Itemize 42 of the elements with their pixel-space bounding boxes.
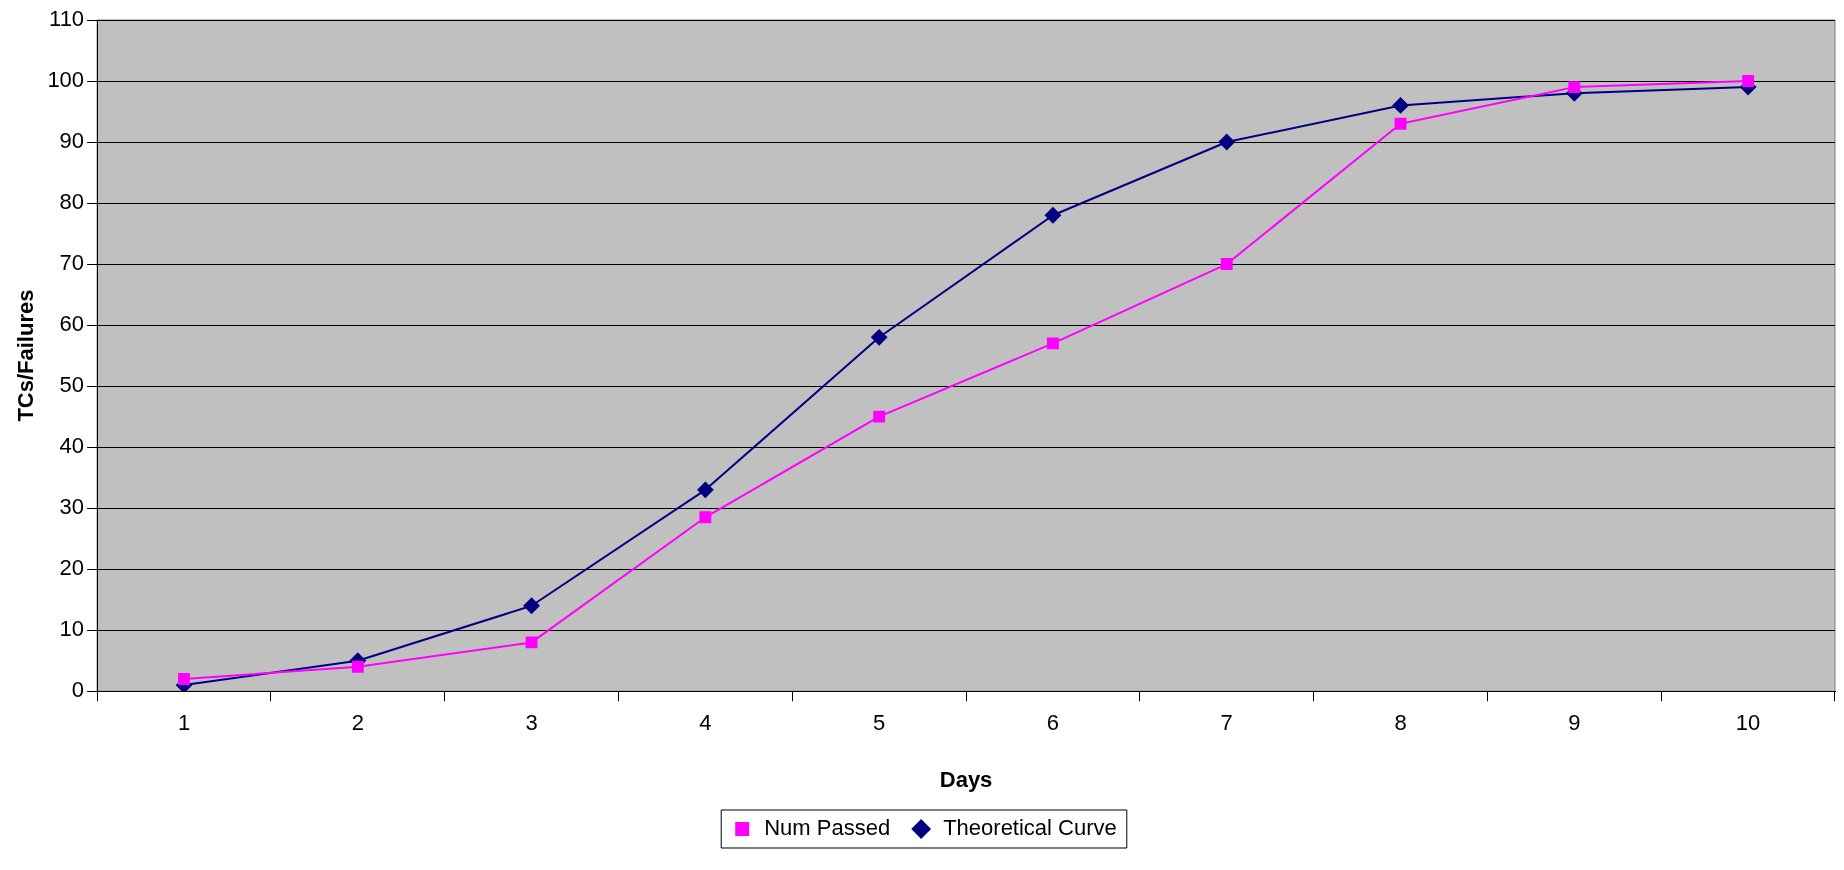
x-tick-label: 4	[699, 710, 712, 736]
x-tick-label: 7	[1220, 710, 1233, 736]
x-tick-label: 9	[1568, 710, 1581, 736]
point	[1568, 81, 1581, 94]
point	[1220, 258, 1233, 271]
legend-label: Num Passed	[764, 815, 891, 841]
y-tick-label: 80	[59, 189, 85, 215]
x-tick-label: 3	[525, 710, 538, 736]
point	[1218, 134, 1235, 151]
y-tick-label: 90	[59, 128, 85, 154]
y-tick-label: 0	[71, 677, 85, 703]
x-tick-label: 2	[351, 710, 364, 736]
point	[1047, 337, 1059, 350]
point	[525, 636, 538, 649]
x-tick-label: 6	[1046, 710, 1060, 736]
point	[699, 511, 712, 524]
x-tick-label: 1	[177, 710, 191, 736]
y-tick-label: 40	[59, 433, 85, 459]
y-tick-label: 30	[59, 494, 85, 520]
point	[1392, 97, 1409, 114]
point	[351, 660, 364, 673]
point	[178, 673, 190, 685]
y-axis-title: TCs/Failures	[13, 289, 39, 422]
y-tick-label: 10	[59, 616, 85, 642]
x-tick-label: 10	[1735, 710, 1761, 736]
point	[871, 329, 888, 346]
y-tick-label: 110	[49, 6, 85, 32]
x-axis-title: Days	[939, 766, 993, 792]
y-tick-label: 70	[59, 250, 85, 276]
point	[523, 597, 540, 614]
point	[1044, 207, 1061, 224]
legend-label: Theoretical Curve	[943, 815, 1117, 841]
point	[697, 481, 714, 498]
x-tick-label: 5	[873, 710, 886, 736]
point	[1394, 117, 1407, 130]
y-tick-label: 60	[59, 311, 85, 337]
point	[1742, 75, 1755, 87]
y-tick-label: 50	[59, 372, 85, 398]
x-tick-label: 8	[1394, 710, 1407, 736]
y-tick-label: 100	[47, 67, 85, 93]
y-tick-label: 20	[59, 555, 85, 581]
point	[873, 410, 886, 423]
